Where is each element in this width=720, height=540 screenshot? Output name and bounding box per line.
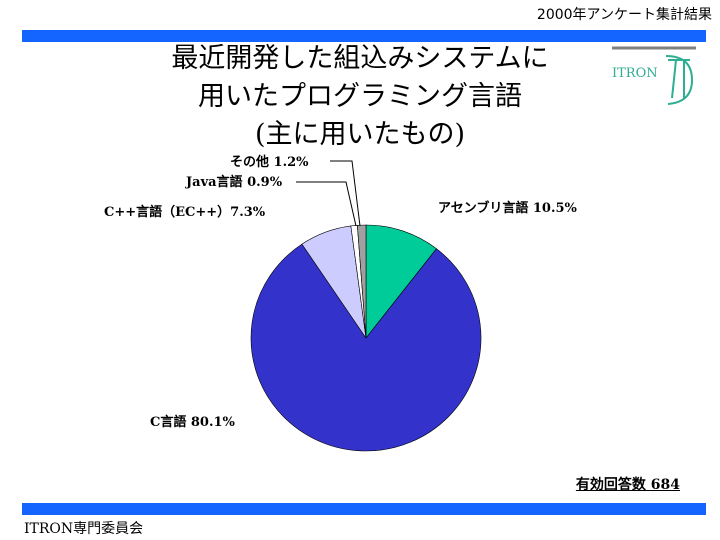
- pie-slice: [357, 224, 367, 339]
- itron-logo-icon: [612, 46, 696, 105]
- slice-label: C言語 80.1%: [150, 414, 236, 430]
- slice-label: Java言語 0.9%: [185, 174, 283, 190]
- leader-line: [330, 160, 361, 227]
- title-line-2: 用いたプログラミング言語: [198, 81, 522, 112]
- title-line-1: 最近開発した組込みシステムに: [171, 43, 549, 74]
- chart-title: 最近開発した組込みシステムに 用いたプログラミング言語 (主に用いたもの): [120, 40, 600, 154]
- title-line-3: (主に用いたもの): [254, 119, 466, 150]
- header-title: 2000年アンケート集計結果: [536, 7, 712, 23]
- logo-text: ITRON: [612, 66, 658, 81]
- response-count: 有効回答数 684: [575, 477, 680, 493]
- slice-label: アセンブリ言語 10.5%: [438, 200, 578, 216]
- slice-label: C++言語（EC++）7.3%: [104, 204, 266, 220]
- footer-text: ITRON専門委員会: [24, 521, 144, 537]
- slice-label: その他 1.2%: [230, 154, 309, 170]
- pie-slice: [365, 224, 437, 339]
- top-divider-bar: [22, 30, 706, 42]
- leader-line: [296, 181, 357, 227]
- pie-slice: [250, 243, 482, 452]
- bottom-divider-bar: [22, 503, 706, 515]
